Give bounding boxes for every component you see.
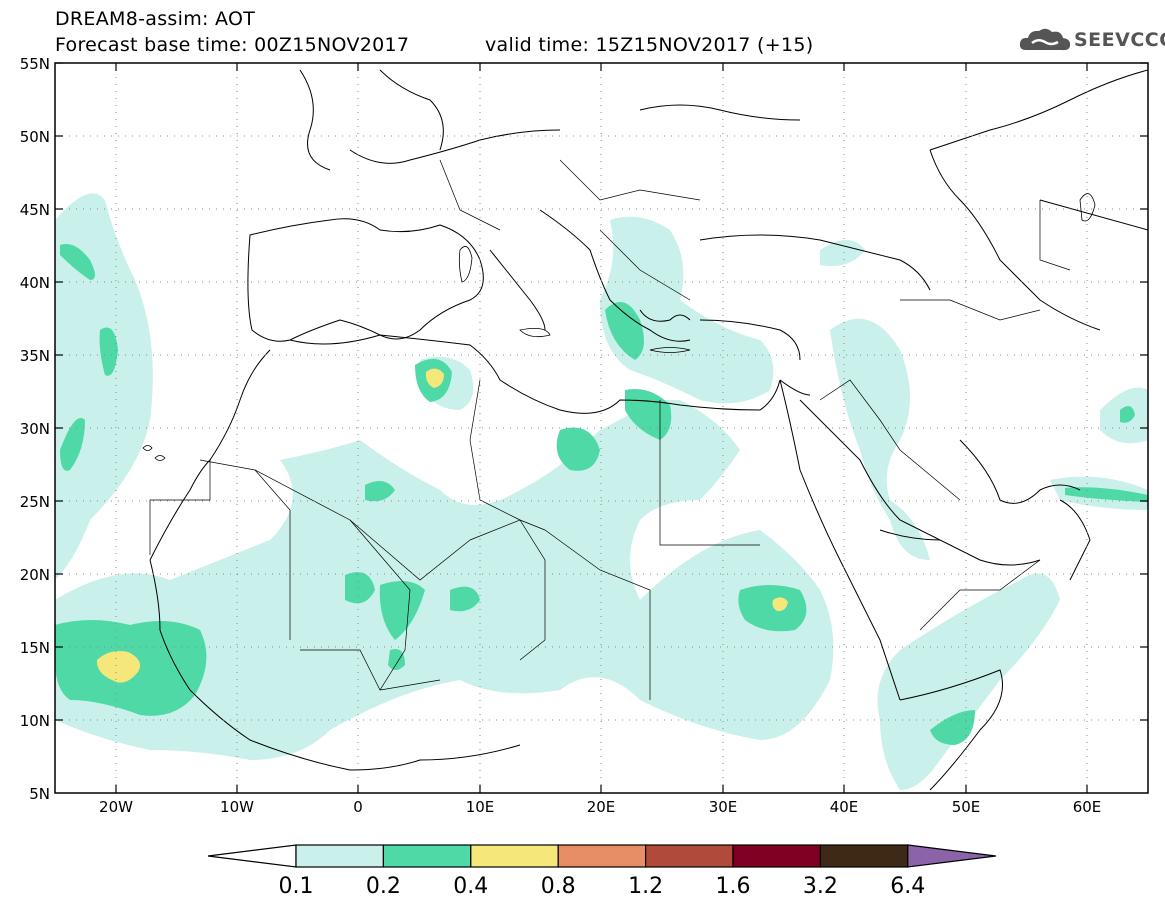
lat-label: 20N	[20, 566, 50, 584]
axis-ticks	[55, 62, 1148, 793]
lon-label: 30E	[709, 798, 738, 816]
colorbar-label: 0.4	[453, 874, 488, 899]
lat-label: 15N	[20, 639, 50, 657]
colorbar-box	[382, 844, 472, 868]
country-borders	[149, 159, 1071, 700]
lon-label: 0	[353, 798, 363, 816]
colorbar-label: 0.2	[366, 874, 401, 899]
aot-level-0-1	[55, 193, 1148, 790]
lat-label: 10N	[20, 712, 50, 730]
colorbar-box	[295, 844, 385, 868]
lat-label: 55N	[20, 55, 50, 73]
colorbar-label: 1.6	[716, 874, 751, 899]
colorbar-box	[644, 844, 734, 868]
lon-label: 40E	[830, 798, 859, 816]
islands	[142, 193, 1096, 461]
colorbar-boxes	[295, 844, 996, 868]
latitude-labels: 55N 50N 45N 40N 35N 30N 25N 20N 15N 10N …	[20, 55, 50, 803]
base-time-label: Forecast base time: 00Z15NOV2017	[55, 34, 410, 56]
aot-contours	[55, 193, 1148, 790]
colorbar-low-arrow	[207, 844, 297, 868]
colorbar-box	[819, 844, 909, 868]
colorbar: 0.1 0.2 0.4 0.8 1.2 1.6 3.2 6.4	[207, 844, 996, 899]
logo-text: SEEVCCC	[1074, 29, 1165, 51]
longitude-labels: 20W 10W 0 10E 20E 30E 40E 50E 60E	[99, 798, 1101, 816]
lat-label: 35N	[20, 347, 50, 365]
colorbar-box	[557, 844, 647, 868]
colorbar-label: 0.1	[279, 874, 314, 899]
colorbar-box	[732, 844, 822, 868]
cloud-icon	[1019, 28, 1071, 51]
lat-label: 25N	[20, 493, 50, 511]
colorbar-label: 3.2	[803, 874, 838, 899]
aot-level-0-4	[96, 368, 788, 683]
colorbar-label: 1.2	[628, 874, 663, 899]
lat-label: 30N	[20, 420, 50, 438]
seevccc-logo: SEEVCCC	[1018, 26, 1165, 56]
colorbar-box	[470, 844, 559, 868]
valid-time-label: valid time: 15Z15NOV2017 (+15)	[485, 34, 814, 56]
lon-label: 20E	[587, 798, 616, 816]
colorbar-high-arrow	[907, 844, 996, 868]
map-title: DREAM8-assim: AOT	[55, 8, 256, 30]
lon-label: 10W	[220, 798, 254, 816]
lat-label: 50N	[20, 128, 50, 146]
colorbar-labels: 0.1 0.2 0.4 0.8 1.2 1.6 3.2 6.4	[279, 874, 926, 899]
lon-label: 20W	[99, 798, 133, 816]
lat-label: 40N	[20, 274, 50, 292]
colorbar-label: 6.4	[890, 874, 925, 899]
lon-label: 50E	[952, 798, 981, 816]
graticule	[55, 63, 1148, 793]
lat-label: 5N	[29, 785, 50, 803]
colorbar-label: 0.8	[541, 874, 576, 899]
aot-level-0-2	[55, 244, 1148, 745]
coastlines	[149, 69, 1148, 791]
lat-label: 45N	[20, 201, 50, 219]
lon-label: 10E	[466, 798, 495, 816]
lon-label: 60E	[1073, 798, 1102, 816]
